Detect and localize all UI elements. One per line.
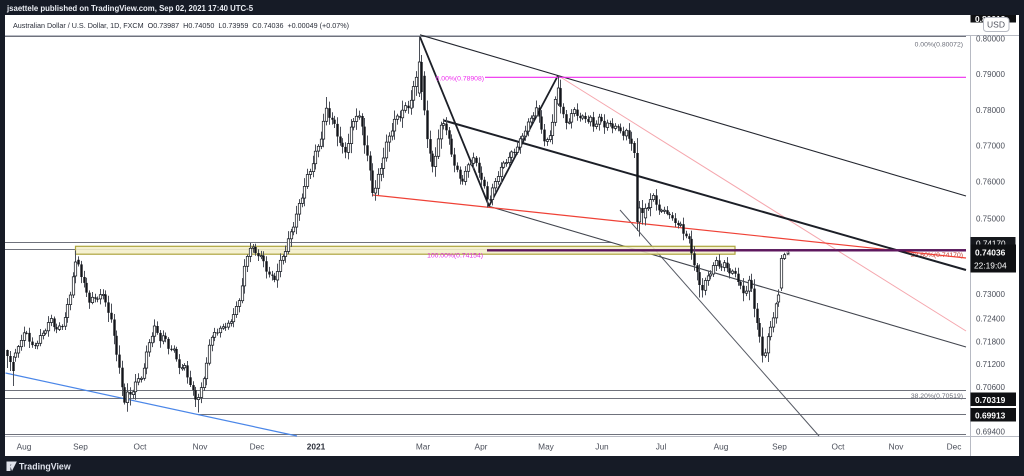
svg-text:0.00%(0.80072): 0.00%(0.80072) [915, 42, 963, 49]
svg-text:0.74036: 0.74036 [975, 248, 1006, 258]
svg-text:0.74170: 0.74170 [976, 240, 1006, 249]
svg-text:0.69400: 0.69400 [976, 428, 1005, 437]
svg-text:Dec: Dec [250, 442, 265, 452]
svg-text:2021: 2021 [307, 442, 326, 452]
svg-text:Mar: Mar [416, 442, 431, 452]
svg-text:Sep: Sep [73, 442, 88, 452]
svg-text:Nov: Nov [889, 442, 905, 452]
svg-text:0.79000: 0.79000 [976, 70, 1005, 79]
svg-text:0.71800: 0.71800 [976, 338, 1005, 347]
svg-text:0.73000: 0.73000 [976, 290, 1005, 299]
svg-text:Oct: Oct [832, 442, 846, 452]
svg-text:0.00%(0.78908): 0.00%(0.78908) [436, 76, 484, 83]
svg-text:Sep: Sep [772, 442, 787, 452]
svg-text:0.80000: 0.80000 [976, 35, 1005, 44]
svg-text:0.71200: 0.71200 [976, 360, 1005, 369]
svg-text:0.77000: 0.77000 [976, 142, 1005, 151]
svg-text:0.78000: 0.78000 [976, 106, 1005, 115]
svg-text:100.00%(0.74154): 100.00%(0.74154) [427, 253, 483, 260]
svg-text:Aug: Aug [714, 442, 729, 452]
svg-text:Dec: Dec [947, 442, 962, 452]
svg-text:Aug: Aug [17, 442, 32, 452]
svg-text:0.75000: 0.75000 [976, 215, 1005, 224]
svg-text:0.72400: 0.72400 [976, 315, 1005, 324]
svg-text:Oct: Oct [134, 442, 148, 452]
svg-text:0.70319: 0.70319 [975, 395, 1006, 405]
svg-text:22:19:04: 22:19:04 [974, 261, 1007, 271]
svg-text:Jul: Jul [656, 442, 667, 452]
svg-text:Nov: Nov [193, 442, 209, 452]
svg-text:Jun: Jun [595, 442, 609, 452]
svg-text:May: May [538, 442, 555, 452]
svg-text:Apr: Apr [475, 442, 488, 452]
svg-text:jsaettele published on Trading: jsaettele published on TradingView.com, … [6, 4, 254, 13]
svg-text:USD: USD [987, 20, 1005, 30]
svg-text:0.76000: 0.76000 [976, 178, 1005, 187]
svg-text:38.20%(0.70519): 38.20%(0.70519) [911, 393, 963, 400]
svg-text:0.69913: 0.69913 [975, 411, 1006, 421]
svg-text:TradingView: TradingView [19, 462, 71, 472]
svg-text:Australian Dollar / U.S. Dolla: Australian Dollar / U.S. Dollar, 1D, FXC… [13, 21, 349, 30]
svg-text:0.70600: 0.70600 [976, 383, 1005, 392]
svg-text:*: * [786, 250, 791, 262]
